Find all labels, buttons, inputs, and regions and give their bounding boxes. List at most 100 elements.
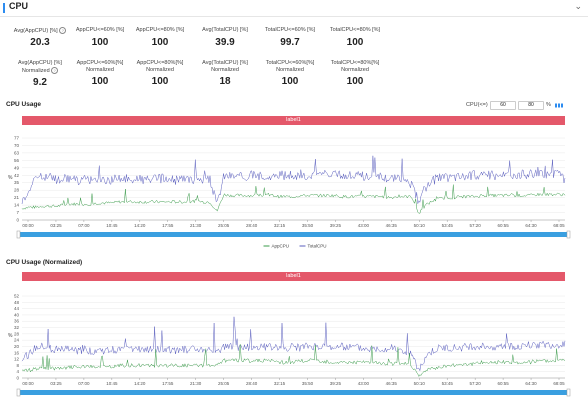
threshold-unit: % [546,102,551,108]
metric-sublabel-text: Normalized [276,66,304,73]
y-tick-label: 77 [14,136,20,141]
zoom-slider-handle-left[interactable] [16,388,21,397]
y-tick-label: 21 [14,195,20,200]
y-tick-label: 0 [16,376,19,381]
x-tick-label: 39:25 [330,381,342,386]
metric-label-text: TotalCPU<=80% [%] [329,27,381,33]
metric-sublabel: Normalized [255,67,325,74]
x-tick-label: 25:05 [218,223,230,228]
x-tick-label: 35:50 [302,223,314,228]
metric-card: TotalCPU<=80% [%] 100 [320,27,390,48]
threshold-input-80[interactable]: 80 [518,101,544,110]
x-tick-label: 28:40 [246,223,258,228]
series-line-appcpu [21,184,566,214]
y-tick-label: 28 [14,188,20,193]
threshold-input-60[interactable]: 60 [490,101,516,110]
metric-label: TotalCPU<=60% [%] [255,27,325,34]
metric-sublabel: Normalized [65,67,135,74]
metric-value: 100 [346,36,364,48]
zoom-slider-handle-right[interactable] [566,230,571,239]
info-icon[interactable]: ? [51,66,59,74]
x-tick-label: 28:40 [246,381,258,386]
x-tick-label: 50:10 [414,381,426,386]
y-tick-label: 7 [16,210,19,215]
zoom-slider-handle-left[interactable] [16,230,21,239]
x-tick-label: 64:30 [525,223,537,228]
cpu-section-header[interactable]: CPU ⌄ [0,0,588,17]
y-tick-label: 14 [14,203,20,208]
x-tick-label: 43:00 [358,381,370,386]
y-tick-label: 8 [16,363,19,368]
metric-sublabel: Normalized [190,67,260,74]
metric-card: AppCPU<=80% [%] 100 [125,27,195,48]
zoom-slider-track[interactable] [18,232,569,237]
x-tick-label: 53:45 [442,223,454,228]
metric-label-text: TotalCPU<=80%[%] [330,60,380,66]
x-tick-label: 50:10 [414,223,426,228]
x-tick-label: 39:25 [330,223,342,228]
metric-label-text: AppCPU<=80% [%] [135,27,185,33]
x-tick-label: 68:05 [553,381,565,386]
metric-value: 100 [151,76,169,87]
y-tick-label: 49 [14,165,20,170]
x-tick-label: 46:35 [386,223,398,228]
x-tick-label: 21:30 [190,381,202,386]
metric-sublabel: Normalized [320,67,390,74]
x-tick-label: 35:50 [302,381,314,386]
metric-sublabel-text: Normalized [211,66,239,73]
metric-card: Avg(TotalCPU) [%] 39.9 [190,27,260,48]
x-tick-label: 57:20 [470,223,482,228]
metric-label: Avg(TotalCPU) [%] [190,60,260,67]
zoom-slider-track[interactable] [18,390,569,395]
info-icon[interactable]: ? [59,27,67,34]
x-tick-label: 10:45 [106,223,118,228]
x-tick-label: 17:55 [162,223,174,228]
chevron-down-icon[interactable]: ⌄ [574,1,582,11]
x-tick-label: 21:30 [190,223,202,228]
y-tick-label: 36 [14,319,20,324]
x-tick-label: 14:20 [134,223,146,228]
x-tick-label: 00:00 [22,381,34,386]
metric-label-text: Avg(TotalCPU) [%] [202,60,248,66]
chart-settings-icon[interactable] [555,103,563,108]
x-tick-label: 03:25 [50,223,62,228]
y-tick-label: 48 [14,300,20,305]
y-tick-label: 0 [16,218,19,223]
x-tick-label: 57:20 [470,381,482,386]
y-tick-label: 4 [16,369,19,374]
metric-card: AppCPU<=60%[%] Normalized 100 [65,60,135,87]
metric-label-text: TotalCPU<=60%[%] [265,60,315,66]
zoom-slider-handle-right[interactable] [566,388,571,397]
x-tick-label: 25:05 [218,381,230,386]
y-tick-label: 40 [14,312,20,317]
cpu-usage-chart: % 0 7 14 21 28 35 42 49 56 63 70 77 00:00 03:25 07:00 10… [8,136,571,249]
x-tick-label: 32:15 [274,223,286,228]
metric-value: 100 [151,36,169,48]
metric-label-text: AppCPU<=60%[%] [76,60,124,66]
series-line-totalcpu [21,155,566,205]
x-tick-label: 10:45 [106,381,118,386]
metric-value: 9.2 [33,76,47,88]
metric-sublabel-text: Normalized [86,66,114,73]
y-tick-label: 28 [14,331,20,336]
x-tick-label: 17:55 [162,381,174,386]
series-line-totalcpu [21,316,566,372]
metric-label-text: AppCPU<=80%[%] [136,60,184,66]
y-tick-label: 20 [14,344,20,349]
legend-label[interactable]: TotalCPU [308,244,327,249]
y-tick-label: 63 [14,150,20,155]
metric-label: AppCPU<=80% [%] [125,27,195,34]
x-tick-label: 32:15 [274,381,286,386]
y-tick-label: 56 [14,158,20,163]
y-tick-label: 44 [14,306,20,311]
metric-card: TotalCPU<=80%[%] Normalized 100 [320,60,390,87]
y-tick-label: 42 [14,173,20,178]
metric-card: AppCPU<=60% [%] 100 [65,27,135,48]
x-tick-label: 00:00 [22,223,34,228]
x-tick-label: 07:00 [78,381,90,386]
metric-value: 100 [91,36,109,48]
metric-label: AppCPU<=60% [%] [65,27,135,34]
metric-card: Avg(TotalCPU) [%] Normalized 18 [190,60,260,87]
legend-label[interactable]: AppCPU [272,244,290,249]
